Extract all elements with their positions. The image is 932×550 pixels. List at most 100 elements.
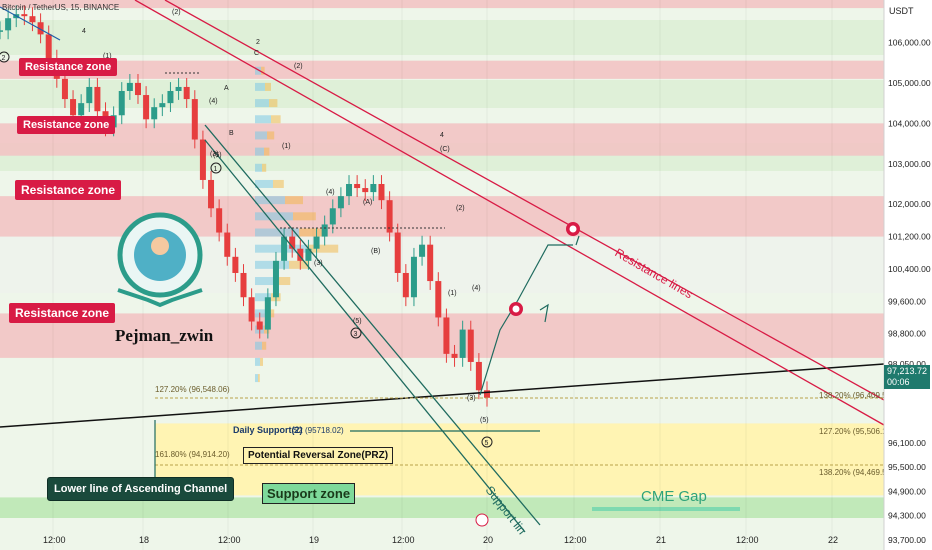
y-tick-6: 100,400.00 [888,264,931,274]
x-tick-8: 12:00 [736,535,759,545]
x-tick-7: 21 [656,535,666,545]
resistance-zone-label-3: Resistance zone [15,180,122,200]
candle-1 [5,18,12,31]
volume-bar-b-9 [293,212,316,221]
candle-42 [337,196,344,209]
resistance-zone-1 [0,60,884,79]
resistance-zone-2 [0,123,884,156]
wave-label-sub_5a: (5) [213,152,222,159]
candle-33 [264,297,271,330]
y-tick-14: 94,300.00 [888,511,926,521]
volume-bar-12 [255,260,289,269]
candle-48 [386,200,393,233]
candle-8 [61,78,68,100]
candle-28 [224,232,231,257]
x-tick-3: 19 [309,535,319,545]
y-tick-4: 102,000.00 [888,199,931,209]
candle-11 [86,86,93,104]
candle-21 [167,90,174,104]
x-tick-0: 12:00 [43,535,66,545]
fib-label-161: 161.80% (94,914.20) [155,450,230,459]
candle-41 [329,208,336,225]
wave-label-circle_1: 1 [214,166,218,173]
current-price-tag: 97,213.72 00:06 [883,365,930,389]
candles-layer [0,5,490,407]
candle-52 [419,244,426,257]
wave-ring-circle_1 [210,162,222,174]
candle-35 [281,236,288,261]
candle-5 [37,22,44,35]
wave-label-sub_2b: (2) [456,205,465,212]
volume-bar-11 [255,244,307,253]
volume-bar-9 [255,212,293,221]
y-tick-5: 101,200.00 [888,232,931,242]
candle-12 [94,86,101,112]
volume-bar-b-13 [277,277,291,286]
target-icon-ring-1 [569,225,577,233]
x-tick-2: 12:00 [218,535,241,545]
fib-label-138-top: 138.20% (96,409.50) [819,391,894,400]
resistance-zone-4 [0,313,884,358]
x-tick-4: 12:00 [392,535,415,545]
current-price: 97,213.72 [886,366,927,376]
volume-bar-b-1 [265,82,271,91]
candle-40 [321,224,328,237]
resistance-zone-label-4: Resistance zone [9,303,116,323]
trend-lines [0,0,885,533]
candle-18 [143,95,150,120]
y-tick-13: 94,900.00 [888,486,926,496]
bottom-band [0,518,884,550]
x-tick-1: 18 [139,535,149,545]
resistance-zone-label-2: Resistance zone [17,116,116,134]
candle-53 [427,244,434,282]
wave-label-sub_5: (5) [353,318,362,325]
volume-bar-13 [255,277,277,286]
axis-currency: USDT [889,6,914,16]
resistance-zone-5 [0,0,884,9]
y-tick-0: 106,000.00 [888,37,931,47]
fib-label-127-right: 127.20% (95,506.19) [819,427,894,436]
candle-54 [435,281,442,318]
candle-30 [240,272,247,298]
resistance-zone-label-1: Resistance zone [19,58,118,76]
symbol-title: Bitcoin / TetherUS, 15, BINANCE [2,3,120,12]
candle-51 [410,256,417,298]
candle-55 [443,317,450,354]
candle-23 [183,86,190,100]
target-icon-ring-0 [512,305,520,313]
candle-58 [467,329,474,362]
wave-label-top_2: (2) [172,9,181,16]
volume-bar-b-10 [299,228,326,237]
volume-bar-b-4 [267,131,275,140]
volume-bar-3 [255,115,271,124]
candle-49 [394,232,401,273]
candle-3 [21,14,28,17]
volume-bar-b-8 [285,196,303,205]
candle-10 [78,103,85,116]
y-tick-1: 105,000.00 [888,78,931,88]
wave-label-sub_4a: (4) [209,98,218,105]
wave-ring-circle_5 [481,436,493,448]
y-tick-3: 103,000.00 [888,159,931,169]
author-name: Pejman_zwin [115,326,214,345]
volume-bar-2 [255,99,269,108]
wave-label-label_A2: (A) [363,199,372,206]
candle-6 [45,34,52,59]
wave-label-sub_1a: (1) [282,143,291,150]
axis-background [884,0,932,550]
wave-label-label_A: A [224,85,229,92]
volume-bar-6 [255,163,262,172]
volume-bar-b-17 [262,341,267,350]
cme-gap-label: CME Gap [641,488,707,505]
band-white [0,20,884,55]
countdown: 00:06 [886,377,910,387]
wave-label-sub_3b: (3) [210,151,219,158]
candle-36 [289,236,296,249]
candle-16 [126,82,133,91]
volume-bar-b-6 [262,163,267,172]
candle-26 [208,179,215,209]
prz-label: Potential Reversal Zone(PRZ) [243,447,394,464]
y-tick-9: 98,050.00 [888,359,926,369]
candle-25 [199,139,206,180]
